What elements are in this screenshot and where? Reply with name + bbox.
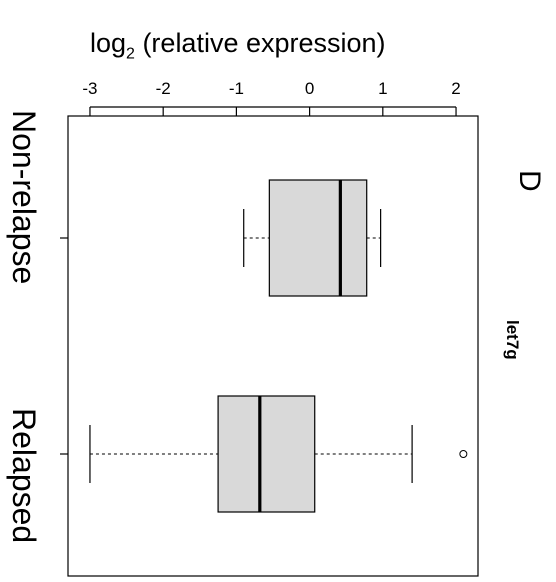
x-tick-label: -3 <box>82 79 97 98</box>
outlier-point <box>459 450 468 458</box>
category-label-non-relapse: Non-relapse <box>6 110 42 285</box>
gene-label: let7g <box>503 320 522 360</box>
x-tick-label: 2 <box>451 79 460 98</box>
x-tick-label: 1 <box>378 79 387 98</box>
x-axis-title: log2 (relative expression) <box>90 28 386 63</box>
box <box>217 395 316 513</box>
plot-frame <box>67 115 479 577</box>
x-tick-label: -2 <box>156 79 171 98</box>
category-label-relapsed: Relapsed <box>6 408 42 544</box>
panel-label: D <box>513 170 546 192</box>
box <box>268 179 368 297</box>
x-tick-label: -1 <box>229 79 244 98</box>
x-tick-label: 0 <box>305 79 314 98</box>
